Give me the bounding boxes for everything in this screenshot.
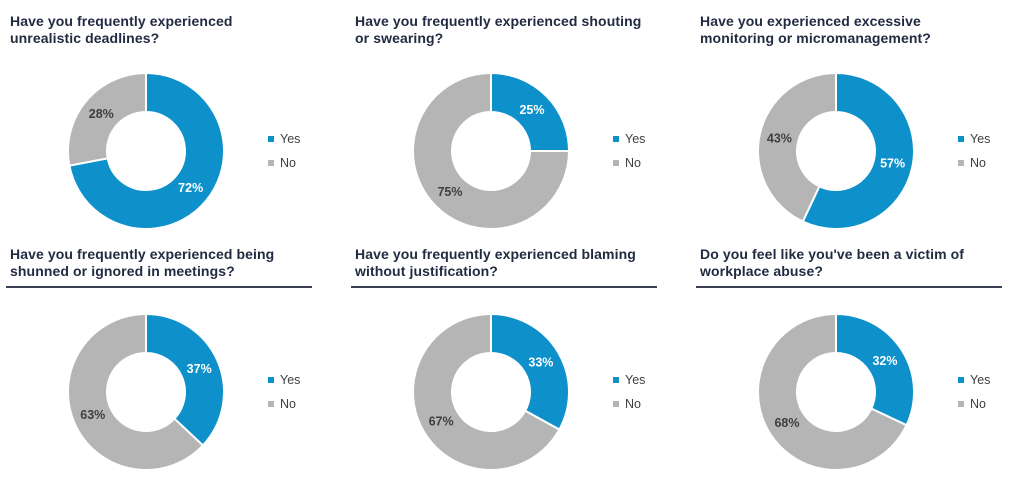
chart-block: Have you experienced excessive monitorin… bbox=[690, 0, 1035, 240]
legend-label: No bbox=[280, 396, 296, 411]
donut-slice-yes bbox=[801, 71, 915, 230]
donut-slice-no bbox=[412, 71, 571, 230]
legend-label: No bbox=[625, 155, 641, 170]
legend-label: Yes bbox=[280, 132, 301, 146]
data-label-yes: 37% bbox=[187, 362, 212, 376]
legend-item-no: No bbox=[958, 155, 990, 170]
legend-label: Yes bbox=[970, 132, 991, 146]
legend-swatch-yes bbox=[613, 377, 619, 384]
data-label-yes: 72% bbox=[178, 181, 203, 195]
legend-label: No bbox=[625, 396, 641, 411]
legend-swatch-yes bbox=[268, 377, 274, 384]
donut-slice-yes bbox=[490, 71, 571, 152]
legend-item-no: No bbox=[613, 396, 645, 411]
legend-label: Yes bbox=[625, 132, 646, 146]
chart-block: Have you frequently experienced shouting… bbox=[345, 0, 690, 240]
chart-title: Have you frequently experienced blaming … bbox=[355, 246, 636, 279]
data-label-yes: 33% bbox=[528, 356, 553, 370]
legend-swatch-no bbox=[613, 159, 619, 166]
chart-block: Do you feel like you've been a victim of… bbox=[690, 240, 1035, 479]
chart-legend: Yes No bbox=[958, 374, 990, 410]
chart-title: Have you experienced excessive monitorin… bbox=[700, 13, 931, 46]
donut-chart: 33% 67% bbox=[412, 312, 570, 471]
chart-legend: Yes No bbox=[268, 374, 300, 410]
data-label-no: 63% bbox=[80, 408, 105, 422]
legend-item-no: No bbox=[268, 396, 300, 411]
title-underline-rule bbox=[6, 286, 312, 288]
donut-chart: 32% 68% bbox=[757, 312, 915, 471]
legend-item-no: No bbox=[613, 155, 645, 170]
donut-slice-no bbox=[66, 71, 147, 167]
chart-legend: Yes No bbox=[268, 133, 300, 169]
legend-item-yes: Yes bbox=[268, 374, 300, 387]
donut-slice-no bbox=[412, 312, 561, 471]
chart-title: Have you frequently experienced shouting… bbox=[355, 13, 642, 46]
legend-item-yes: Yes bbox=[268, 133, 300, 146]
chart-title: Do you feel like you've been a victim of… bbox=[700, 246, 965, 279]
data-label-yes: 57% bbox=[880, 157, 905, 171]
legend-item-yes: Yes bbox=[613, 374, 645, 387]
donut-chart: 25% 75% bbox=[412, 71, 571, 230]
legend-item-no: No bbox=[958, 396, 990, 411]
legend-swatch-yes bbox=[958, 377, 964, 384]
data-label-yes: 32% bbox=[872, 354, 897, 368]
legend-item-yes: Yes bbox=[958, 133, 990, 146]
title-underline-rule bbox=[696, 286, 1002, 288]
chart-row: 32% 68% Yes No bbox=[700, 308, 1035, 476]
chart-legend: Yes No bbox=[958, 133, 990, 169]
chart-legend: Yes No bbox=[613, 374, 645, 410]
legend-label: Yes bbox=[280, 373, 301, 387]
donut-slice-no bbox=[67, 312, 205, 471]
donut-slice-no bbox=[757, 312, 908, 471]
chart-block: Have you frequently experienced blaming … bbox=[345, 240, 690, 479]
legend-item-no: No bbox=[268, 155, 300, 170]
chart-block: Have you frequently experienced being sh… bbox=[0, 240, 345, 479]
donut-slice-yes bbox=[835, 312, 915, 427]
chart-legend: Yes No bbox=[613, 133, 645, 169]
data-label-yes: 25% bbox=[519, 103, 544, 117]
chart-row: 25% 75% Yes No bbox=[355, 67, 690, 235]
data-label-no: 68% bbox=[774, 416, 799, 430]
legend-swatch-no bbox=[958, 400, 964, 407]
chart-row: 33% 67% Yes No bbox=[355, 308, 690, 476]
legend-label: Yes bbox=[970, 373, 991, 387]
legend-swatch-yes bbox=[958, 136, 964, 143]
title-underline-rule bbox=[351, 286, 657, 288]
chart-block: Have you frequently experienced unrealis… bbox=[0, 0, 345, 240]
donut-slice-yes bbox=[68, 71, 225, 230]
data-label-no: 67% bbox=[429, 415, 454, 429]
legend-swatch-no bbox=[268, 400, 274, 407]
donut-slice-yes bbox=[490, 312, 570, 431]
legend-item-yes: Yes bbox=[958, 374, 990, 387]
chart-row: 57% 43% Yes No bbox=[700, 67, 1035, 235]
chart-title: Have you frequently experienced being sh… bbox=[10, 246, 275, 279]
data-label-no: 75% bbox=[437, 185, 462, 199]
chart-title: Have you frequently experienced unrealis… bbox=[10, 13, 233, 46]
legend-label: Yes bbox=[625, 373, 646, 387]
chart-row: 72% 28% Yes No bbox=[10, 67, 345, 235]
chart-row: 37% 63% Yes No bbox=[10, 308, 345, 476]
donut-chart: 72% 28% bbox=[66, 71, 225, 230]
legend-swatch-no bbox=[268, 159, 274, 166]
donut-slice-no bbox=[757, 71, 837, 223]
donut-chart: 57% 43% bbox=[757, 71, 915, 230]
data-label-no: 43% bbox=[767, 131, 792, 145]
legend-swatch-no bbox=[958, 159, 964, 166]
legend-label: No bbox=[280, 155, 296, 170]
legend-label: No bbox=[970, 155, 986, 170]
legend-swatch-yes bbox=[268, 136, 274, 143]
legend-swatch-yes bbox=[613, 136, 619, 143]
donut-chart: 37% 63% bbox=[67, 312, 225, 471]
donut-slice-yes bbox=[145, 312, 225, 447]
legend-label: No bbox=[970, 396, 986, 411]
legend-item-yes: Yes bbox=[613, 133, 645, 146]
data-label-no: 28% bbox=[89, 107, 114, 121]
legend-swatch-no bbox=[613, 400, 619, 407]
